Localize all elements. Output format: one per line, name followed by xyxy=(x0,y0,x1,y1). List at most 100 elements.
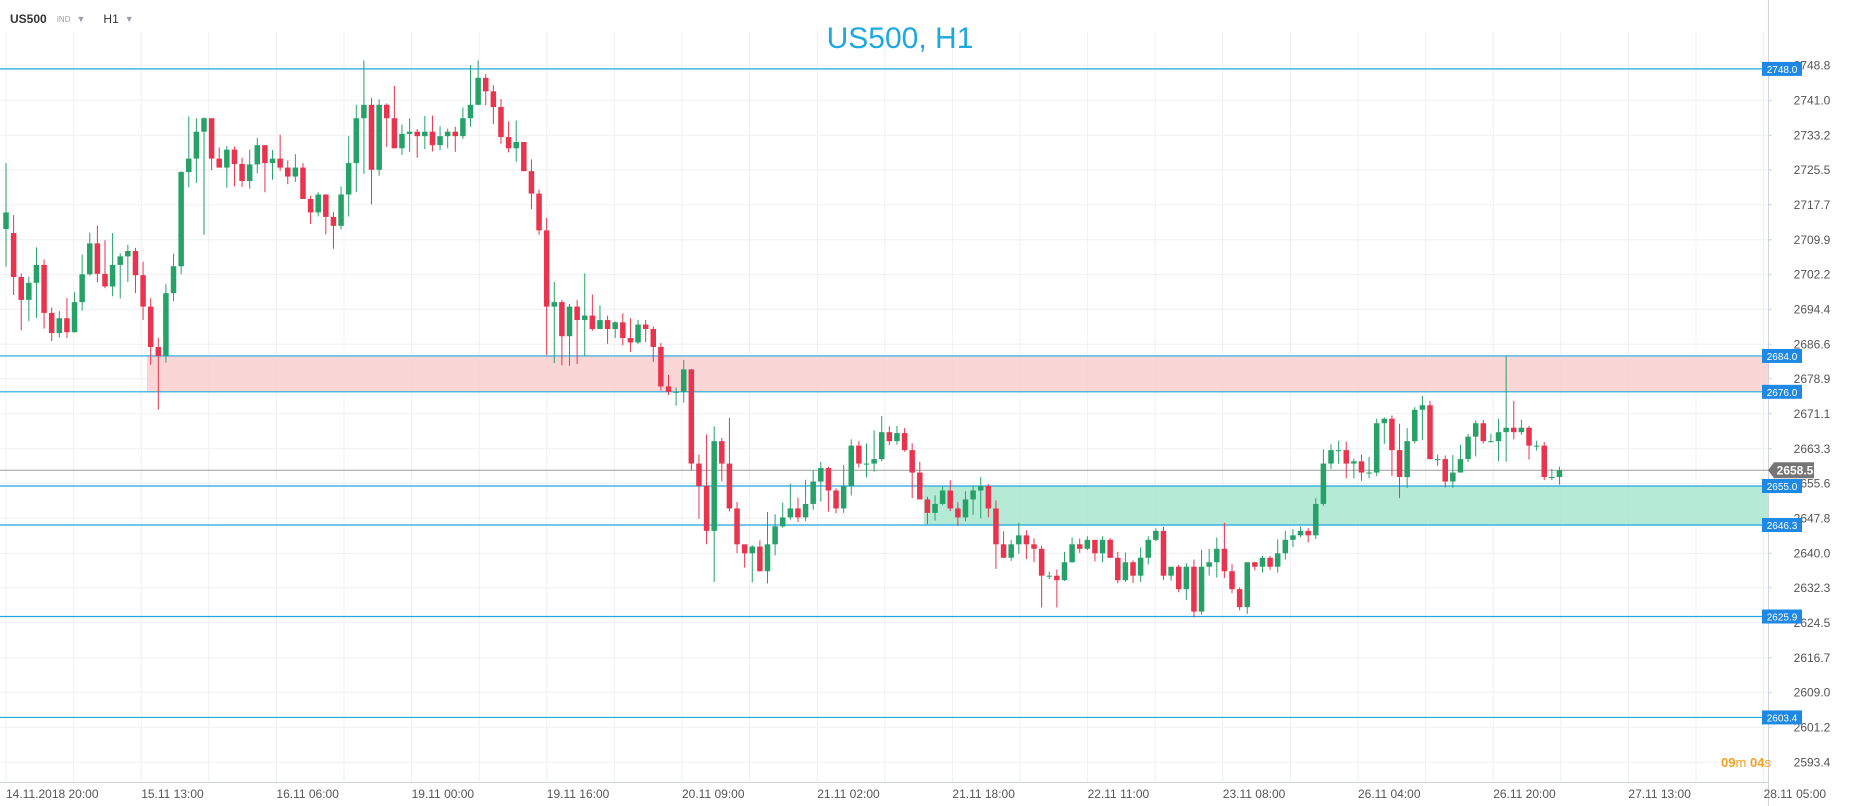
y-tick-label: 2632.3 xyxy=(1794,581,1831,595)
candle xyxy=(878,432,885,460)
candle xyxy=(955,508,961,518)
level-badge-label: 2676.0 xyxy=(1767,388,1798,399)
exchange-label: IND xyxy=(56,14,71,24)
candle xyxy=(178,172,184,267)
candle xyxy=(1061,562,1068,581)
candle xyxy=(597,320,603,330)
candle xyxy=(513,142,519,149)
candle xyxy=(10,233,17,278)
candle xyxy=(650,329,657,347)
candle xyxy=(406,131,413,134)
candle xyxy=(886,432,893,442)
candle xyxy=(620,322,626,338)
y-tick-label: 2593.4 xyxy=(1794,755,1831,769)
candle xyxy=(1328,450,1334,464)
candle xyxy=(300,167,306,199)
x-tick-label: 21.11 02:00 xyxy=(817,787,880,801)
candle xyxy=(1442,459,1448,482)
level-badge xyxy=(1762,710,1802,725)
y-tick-label: 2663.3 xyxy=(1794,442,1831,456)
candle xyxy=(856,445,862,464)
candle xyxy=(559,302,565,337)
candle xyxy=(642,324,649,330)
level-badge-label: 2603.4 xyxy=(1767,713,1798,724)
candle xyxy=(87,243,93,275)
candle xyxy=(1533,445,1540,447)
candle xyxy=(292,167,299,177)
y-tick-label: 2717.7 xyxy=(1794,198,1831,212)
candle xyxy=(1335,450,1342,452)
candle xyxy=(536,193,542,231)
candle xyxy=(422,131,428,137)
candle xyxy=(429,131,436,146)
candle xyxy=(231,149,238,164)
candle xyxy=(338,194,344,226)
candle xyxy=(1495,432,1502,442)
x-tick-label: 16.11 06:00 xyxy=(276,787,339,801)
candle xyxy=(543,230,550,307)
candle xyxy=(680,369,687,392)
candle xyxy=(239,163,245,182)
candle xyxy=(1343,450,1349,464)
chevron-down-icon[interactable]: ▼ xyxy=(76,14,86,24)
candle xyxy=(711,441,717,531)
candle xyxy=(818,468,824,482)
candle xyxy=(1290,535,1296,540)
x-tick-label: 27.11 13:00 xyxy=(1628,787,1691,801)
candle xyxy=(102,273,108,287)
candle xyxy=(208,118,215,159)
candle xyxy=(505,137,512,149)
x-tick-label: 22.11 11:00 xyxy=(1088,787,1150,801)
candle xyxy=(757,546,763,572)
candle xyxy=(1046,575,1053,577)
candle xyxy=(1541,445,1547,478)
candle xyxy=(1023,535,1030,545)
candle xyxy=(285,167,291,177)
candle xyxy=(1221,548,1228,572)
symbol-selector[interactable]: US500 xyxy=(10,12,47,26)
candle xyxy=(1198,566,1205,612)
x-tick-label: 19.11 16:00 xyxy=(547,787,610,801)
candle xyxy=(330,216,337,226)
candle xyxy=(688,369,695,464)
candle xyxy=(1450,472,1456,482)
candle xyxy=(269,158,276,164)
candle xyxy=(871,459,877,464)
candle xyxy=(627,338,634,343)
y-tick-label: 2686.6 xyxy=(1794,337,1831,351)
level-badge xyxy=(1762,479,1802,493)
candle xyxy=(1267,557,1273,567)
candle xyxy=(833,490,839,509)
x-tick-label: 19.11 00:00 xyxy=(412,787,475,801)
candle xyxy=(1313,503,1319,536)
candle xyxy=(254,145,261,165)
candle xyxy=(779,517,786,527)
candle xyxy=(1259,557,1266,567)
chevron-down-icon[interactable]: ▼ xyxy=(124,14,134,24)
candle xyxy=(795,508,801,518)
candle xyxy=(246,164,253,182)
candle xyxy=(932,503,938,513)
candle xyxy=(1472,423,1479,437)
candle xyxy=(1130,562,1136,576)
candle xyxy=(1381,418,1388,424)
candle xyxy=(521,142,527,172)
candle xyxy=(1137,557,1144,576)
candle xyxy=(216,158,222,168)
candle xyxy=(117,256,123,265)
candle xyxy=(277,158,283,168)
y-tick-label: 2702.2 xyxy=(1794,267,1831,281)
candle xyxy=(810,481,816,504)
candle xyxy=(581,315,588,321)
candle xyxy=(64,318,70,333)
candle xyxy=(1229,571,1235,590)
timeframe-selector[interactable]: H1 xyxy=(103,12,119,26)
candle xyxy=(726,463,733,509)
candle xyxy=(1427,405,1433,460)
candle xyxy=(1214,548,1220,563)
candle xyxy=(414,131,420,137)
candle xyxy=(1252,562,1258,567)
x-tick-label: 26.11 20:00 xyxy=(1493,787,1556,801)
candle xyxy=(368,104,375,170)
